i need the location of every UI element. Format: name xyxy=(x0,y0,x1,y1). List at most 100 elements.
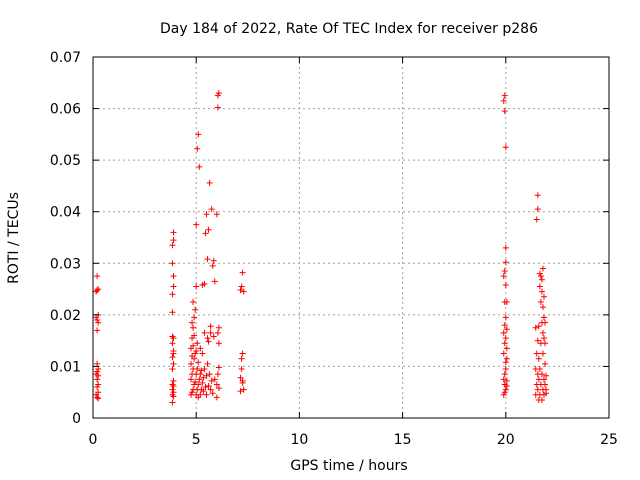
data-point xyxy=(169,242,176,249)
data-point xyxy=(534,386,541,393)
data-point xyxy=(500,391,507,398)
data-point xyxy=(190,342,197,349)
data-point xyxy=(502,144,509,151)
data-point xyxy=(192,350,199,357)
data-point xyxy=(536,366,543,373)
data-point xyxy=(201,366,208,373)
data-point xyxy=(543,390,550,397)
data-point xyxy=(207,323,214,330)
data-point xyxy=(203,372,210,379)
plot-frame xyxy=(92,56,610,419)
data-point xyxy=(208,206,215,213)
data-point xyxy=(214,329,221,336)
y-tick-label: 0.04 xyxy=(50,205,81,221)
data-point xyxy=(169,366,176,373)
data-point xyxy=(169,333,176,340)
data-point xyxy=(542,340,549,347)
x-tick-label: 5 xyxy=(192,432,201,448)
data-point xyxy=(191,332,198,339)
data-point xyxy=(207,329,214,336)
data-point xyxy=(213,381,220,388)
data-point xyxy=(170,229,177,236)
data-point xyxy=(503,298,510,305)
data-point xyxy=(199,350,206,357)
data-point xyxy=(193,221,200,228)
data-point xyxy=(170,283,177,290)
data-point xyxy=(542,381,549,388)
data-point xyxy=(501,340,508,347)
data-point xyxy=(200,374,207,381)
data-point xyxy=(501,322,508,329)
data-point xyxy=(169,291,176,298)
data-point xyxy=(94,368,101,375)
data-point xyxy=(211,376,218,383)
data-point xyxy=(188,376,195,383)
data-point xyxy=(537,298,544,305)
y-tick-label: 0.01 xyxy=(50,359,81,375)
data-point xyxy=(94,287,101,294)
data-point xyxy=(170,383,177,390)
data-point xyxy=(540,314,547,321)
data-point xyxy=(213,394,220,401)
y-tick-label: 0.02 xyxy=(50,308,81,324)
data-point xyxy=(503,345,510,352)
data-point xyxy=(95,389,102,396)
y-axis-ticks: 0 0.01 0.02 0.03 0.04 0.05 0.06 0.07 xyxy=(50,50,609,427)
data-point xyxy=(503,326,510,333)
data-point xyxy=(502,281,509,288)
data-point xyxy=(534,192,541,199)
data-point xyxy=(194,145,201,152)
data-point xyxy=(206,179,213,186)
data-point xyxy=(192,306,199,313)
data-point xyxy=(189,319,196,326)
data-point xyxy=(188,391,195,398)
x-axis-label: GPS time / hours xyxy=(290,458,407,474)
data-point xyxy=(170,273,177,280)
x-tick-label: 25 xyxy=(600,432,618,448)
data-point xyxy=(238,283,245,290)
data-point xyxy=(205,338,212,345)
data-point xyxy=(169,340,176,347)
data-point xyxy=(238,355,245,362)
data-point xyxy=(501,92,508,99)
data-point xyxy=(170,335,177,342)
data-point xyxy=(539,329,546,336)
data-point xyxy=(193,283,200,290)
y-tick-label: 0.06 xyxy=(50,102,81,118)
data-point xyxy=(239,269,246,276)
data-point xyxy=(194,366,201,373)
data-point xyxy=(502,259,509,266)
data-point xyxy=(502,244,509,251)
data-point xyxy=(170,360,177,367)
data-point xyxy=(95,366,102,373)
data-points xyxy=(93,90,550,406)
data-point xyxy=(502,335,509,342)
data-point xyxy=(502,386,509,393)
x-tick-label: 15 xyxy=(394,432,412,448)
data-point xyxy=(194,340,201,347)
data-point xyxy=(169,381,176,388)
data-point xyxy=(94,360,101,367)
data-point xyxy=(202,384,209,391)
data-point xyxy=(209,262,216,269)
data-point xyxy=(536,270,543,277)
data-point xyxy=(534,206,541,213)
data-point xyxy=(94,327,101,334)
data-point xyxy=(500,97,507,104)
data-point xyxy=(237,388,244,395)
y-tick-label: 0.07 xyxy=(50,50,81,66)
data-point xyxy=(215,324,222,331)
data-point xyxy=(538,371,545,378)
data-point xyxy=(195,359,202,366)
data-point xyxy=(503,377,510,384)
data-point xyxy=(196,163,203,170)
data-point xyxy=(95,395,102,402)
data-point xyxy=(190,298,197,305)
chart-title: Day 184 of 2022, Rate Of TEC Index for r… xyxy=(160,21,538,37)
data-point xyxy=(240,386,247,393)
data-point xyxy=(500,376,507,383)
data-point xyxy=(94,384,101,391)
data-point xyxy=(95,319,102,326)
data-point xyxy=(238,366,245,373)
data-point xyxy=(533,216,540,223)
